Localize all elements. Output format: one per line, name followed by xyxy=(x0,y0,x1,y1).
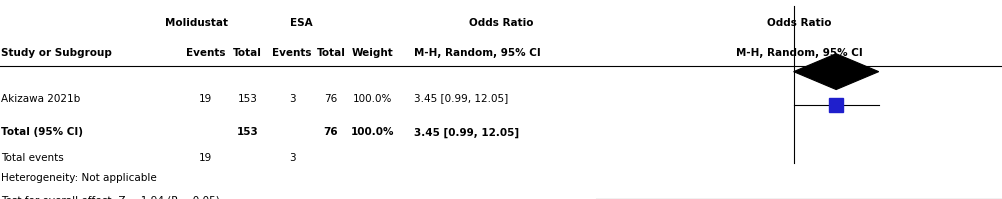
Text: Events: Events xyxy=(186,48,225,58)
Text: 100.0%: 100.0% xyxy=(353,94,393,103)
Text: 19: 19 xyxy=(199,94,212,103)
Text: Events: Events xyxy=(273,48,312,58)
Text: 19: 19 xyxy=(199,153,212,163)
Text: Odds Ratio: Odds Ratio xyxy=(469,18,533,28)
Text: 100.0%: 100.0% xyxy=(351,127,395,137)
Text: 76: 76 xyxy=(325,94,338,103)
Text: M-H, Random, 95% CI: M-H, Random, 95% CI xyxy=(415,48,541,58)
Text: 153: 153 xyxy=(236,127,259,137)
Text: Total: Total xyxy=(233,48,262,58)
Text: Heterogeneity: Not applicable: Heterogeneity: Not applicable xyxy=(1,173,157,183)
Text: Total: Total xyxy=(317,48,346,58)
Text: Weight: Weight xyxy=(352,48,394,58)
Text: 153: 153 xyxy=(237,94,258,103)
Polygon shape xyxy=(794,54,879,90)
Text: 3: 3 xyxy=(289,94,296,103)
Text: 76: 76 xyxy=(324,127,339,137)
Text: Total (95% CI): Total (95% CI) xyxy=(1,127,83,137)
Text: ESA: ESA xyxy=(290,18,313,28)
Text: Study or Subgroup: Study or Subgroup xyxy=(1,48,112,58)
Text: Molidustat: Molidustat xyxy=(165,18,228,28)
Text: 3.45 [0.99, 12.05]: 3.45 [0.99, 12.05] xyxy=(415,94,509,103)
Text: 3: 3 xyxy=(289,153,296,163)
Text: Test for overall effect: Z = 1.94 (P = 0.05): Test for overall effect: Z = 1.94 (P = 0… xyxy=(1,195,220,199)
Text: M-H, Random, 95% CI: M-H, Random, 95% CI xyxy=(735,48,863,58)
Text: Akizawa 2021b: Akizawa 2021b xyxy=(1,94,80,103)
Text: Odds Ratio: Odds Ratio xyxy=(767,18,832,28)
Text: 3.45 [0.99, 12.05]: 3.45 [0.99, 12.05] xyxy=(415,127,519,138)
Text: Total events: Total events xyxy=(1,153,64,163)
